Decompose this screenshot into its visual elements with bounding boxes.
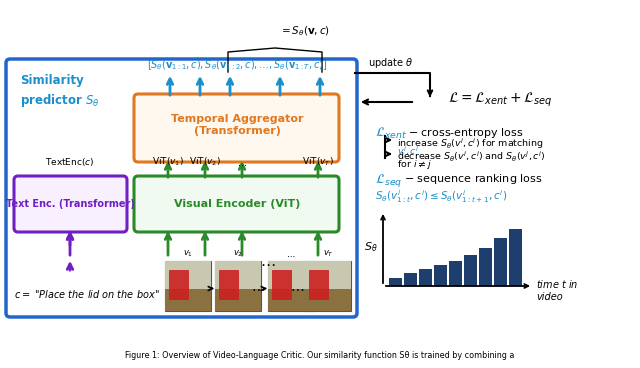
Bar	[305, 261, 351, 289]
FancyBboxPatch shape	[272, 270, 292, 300]
Bar	[434, 265, 447, 286]
FancyBboxPatch shape	[6, 59, 357, 317]
Bar	[215, 289, 261, 311]
Text: $S_\theta(v^i_{1:t}, c^i) \leq S_\theta(v^i_{1:t+1}, c^i)$: $S_\theta(v^i_{1:t}, c^i) \leq S_\theta(…	[375, 188, 508, 205]
Text: $v^i, c^i$: $v^i, c^i$	[397, 144, 419, 158]
Text: $[S_\theta(\mathbf{v}_{1:1}, c), S_\theta(\mathbf{v}_{1:2}, c), \ldots, S_\theta: $[S_\theta(\mathbf{v}_{1:1}, c), S_\thet…	[147, 58, 327, 72]
FancyBboxPatch shape	[134, 176, 339, 232]
Text: for $i \neq j$: for $i \neq j$	[397, 158, 432, 171]
Text: $S_\theta$: $S_\theta$	[364, 241, 378, 254]
Bar	[404, 273, 417, 286]
Text: $v_1$: $v_1$	[183, 248, 193, 259]
FancyBboxPatch shape	[309, 270, 329, 300]
Bar	[449, 261, 462, 286]
Text: $v_2$: $v_2$	[233, 248, 243, 259]
FancyBboxPatch shape	[215, 261, 261, 311]
Text: ViT$(v_1)$: ViT$(v_1)$	[152, 156, 184, 168]
Bar	[268, 261, 314, 289]
Text: Figure 1: Overview of Video-Language Critic. Our similarity function Sθ is train: Figure 1: Overview of Video-Language Cri…	[125, 351, 515, 360]
Text: $\mathcal{L}_{xent}$: $\mathcal{L}_{xent}$	[375, 126, 407, 141]
Text: time $t$ in
video: time $t$ in video	[536, 278, 579, 302]
FancyBboxPatch shape	[14, 176, 127, 232]
Text: Visual Encoder (ViT): Visual Encoder (ViT)	[174, 199, 300, 209]
Bar	[509, 229, 522, 286]
FancyBboxPatch shape	[134, 94, 339, 162]
Text: $\cdots$: $\cdots$	[260, 255, 276, 270]
FancyBboxPatch shape	[165, 261, 211, 311]
Text: $\cdots$: $\cdots$	[290, 282, 304, 296]
Text: increase $S_\theta(v^i, c^i)$ for matching: increase $S_\theta(v^i, c^i)$ for matchi…	[397, 136, 544, 151]
Bar	[165, 261, 211, 289]
Text: $\mathcal{L} = \mathcal{L}_{xent} + \mathcal{L}_{seq}$: $\mathcal{L} = \mathcal{L}_{xent} + \mat…	[448, 91, 552, 109]
FancyBboxPatch shape	[219, 270, 239, 300]
FancyBboxPatch shape	[305, 261, 351, 311]
Text: $\mathcal{L}_{seq}$: $\mathcal{L}_{seq}$	[375, 172, 403, 189]
FancyBboxPatch shape	[169, 270, 189, 300]
Bar	[215, 261, 261, 289]
Text: ViT$(v_T)$: ViT$(v_T)$	[302, 156, 334, 168]
Bar	[479, 248, 492, 286]
Text: $c =$ "Place the lid on the box": $c =$ "Place the lid on the box"	[14, 288, 159, 300]
Bar	[419, 269, 432, 286]
Text: ViT$(v_2)$: ViT$(v_2)$	[189, 156, 221, 168]
Text: $-$ cross-entropy loss: $-$ cross-entropy loss	[408, 126, 524, 140]
Text: update $\theta$: update $\theta$	[368, 56, 413, 70]
Text: TextEnc$(c)$: TextEnc$(c)$	[45, 156, 95, 168]
Bar	[268, 289, 314, 311]
Bar	[389, 277, 402, 286]
Text: Similarity
predictor $S_{\theta}$: Similarity predictor $S_{\theta}$	[20, 74, 99, 109]
Text: Text Enc. (Transformer): Text Enc. (Transformer)	[6, 199, 134, 209]
Text: $\cdots$: $\cdots$	[286, 250, 296, 259]
Bar	[305, 289, 351, 311]
Bar	[494, 238, 507, 286]
Text: $-$ sequence ranking loss: $-$ sequence ranking loss	[404, 172, 543, 186]
Text: $v_T$: $v_T$	[323, 248, 333, 259]
Text: $\cdots$: $\cdots$	[251, 282, 265, 296]
Text: $\cdots$: $\cdots$	[237, 159, 247, 168]
Text: Temporal Aggregator
(Transformer): Temporal Aggregator (Transformer)	[171, 114, 303, 136]
Bar	[464, 255, 477, 286]
Text: decrease $S_\theta(v^i, c^i)$ and $S_\theta(v^j, c^i)$: decrease $S_\theta(v^i, c^i)$ and $S_\th…	[397, 150, 545, 164]
FancyBboxPatch shape	[268, 261, 314, 311]
Text: $= S_{\theta}(\mathbf{v}, c)$: $= S_{\theta}(\mathbf{v}, c)$	[280, 24, 330, 38]
Bar	[165, 289, 211, 311]
